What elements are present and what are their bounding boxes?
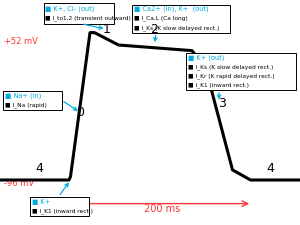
Text: 4: 4 [266, 162, 274, 175]
Text: ■ K+: ■ K+ [32, 199, 50, 205]
FancyBboxPatch shape [186, 53, 296, 90]
Text: ■ K+, Cl- (out): ■ K+, Cl- (out) [45, 5, 95, 12]
Text: ■ I_Kr (K rapid delayed rect.): ■ I_Kr (K rapid delayed rect.) [188, 73, 274, 79]
Text: ■ I_Na (rapid): ■ I_Na (rapid) [5, 103, 47, 108]
Text: ■ I_K1 (inward rect.): ■ I_K1 (inward rect.) [188, 83, 249, 88]
Text: ■ I_Ks (K slow delayed rect.): ■ I_Ks (K slow delayed rect.) [134, 25, 219, 31]
Text: 200 ms: 200 ms [144, 204, 180, 214]
FancyBboxPatch shape [30, 197, 88, 216]
Text: ■ I_to1,2 (transient outward): ■ I_to1,2 (transient outward) [45, 16, 131, 21]
Text: ■ Ca2+ (in), K+  (out): ■ Ca2+ (in), K+ (out) [134, 6, 208, 12]
FancyBboxPatch shape [44, 3, 114, 24]
Text: ■ I_K1 (inward rect.): ■ I_K1 (inward rect.) [32, 208, 93, 214]
Text: -96 mV: -96 mV [4, 179, 34, 188]
Text: 1: 1 [103, 23, 110, 36]
FancyBboxPatch shape [3, 91, 61, 110]
Text: 4: 4 [35, 162, 43, 175]
Text: 2: 2 [151, 23, 158, 36]
FancyBboxPatch shape [132, 4, 230, 33]
Text: 0: 0 [76, 106, 84, 119]
Text: ■ I_Ca,L (Ca long): ■ I_Ca,L (Ca long) [134, 16, 188, 21]
Text: ■ Na+ (in): ■ Na+ (in) [5, 93, 41, 99]
Text: ■ K+ (out): ■ K+ (out) [188, 54, 224, 61]
Text: +52 mV: +52 mV [4, 37, 38, 46]
Text: ■ I_Ks (K slow delayed rect.): ■ I_Ks (K slow delayed rect.) [188, 64, 273, 70]
Text: 3: 3 [218, 97, 226, 110]
